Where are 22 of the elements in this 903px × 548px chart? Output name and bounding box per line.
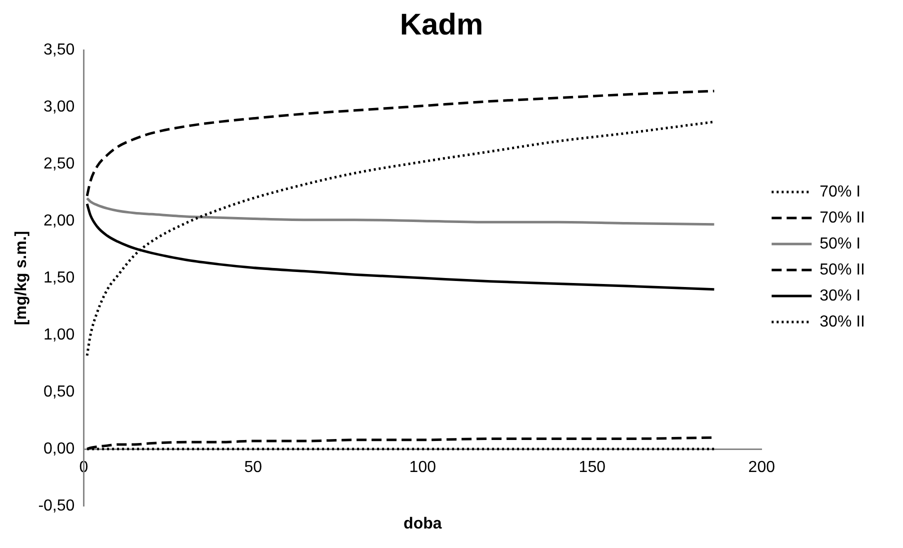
- x-tick-label: 50: [244, 459, 262, 476]
- legend-label: 30% II: [820, 313, 865, 330]
- y-tick-label: 3,50: [44, 41, 75, 58]
- x-axis-title: doba: [404, 515, 442, 532]
- y-tick-label: 0,00: [44, 440, 75, 458]
- y-tick-label: 3,00: [44, 98, 75, 116]
- y-tick-label: -0,50: [38, 497, 75, 514]
- chart-title: Kadm: [400, 8, 484, 42]
- y-tick-label: 0,50: [44, 383, 75, 400]
- legend-label: 30% I: [820, 287, 861, 304]
- x-tick-label: 100: [409, 459, 436, 476]
- legend-label: 50% II: [820, 261, 865, 278]
- y-tick-label: 1,50: [44, 269, 75, 286]
- y-axis-title: [mg/kg s.m.]: [13, 230, 30, 326]
- legend-label: 70% II: [820, 209, 865, 226]
- x-tick-label: 200: [748, 459, 776, 476]
- legend-label: 70% I: [820, 183, 861, 200]
- y-tick-label: 2,00: [44, 212, 75, 230]
- x-tick-label: 150: [578, 459, 606, 476]
- legend-label: 50% I: [820, 235, 861, 252]
- y-tick-label: 2,50: [44, 155, 75, 172]
- y-tick-label: 1,00: [44, 326, 75, 344]
